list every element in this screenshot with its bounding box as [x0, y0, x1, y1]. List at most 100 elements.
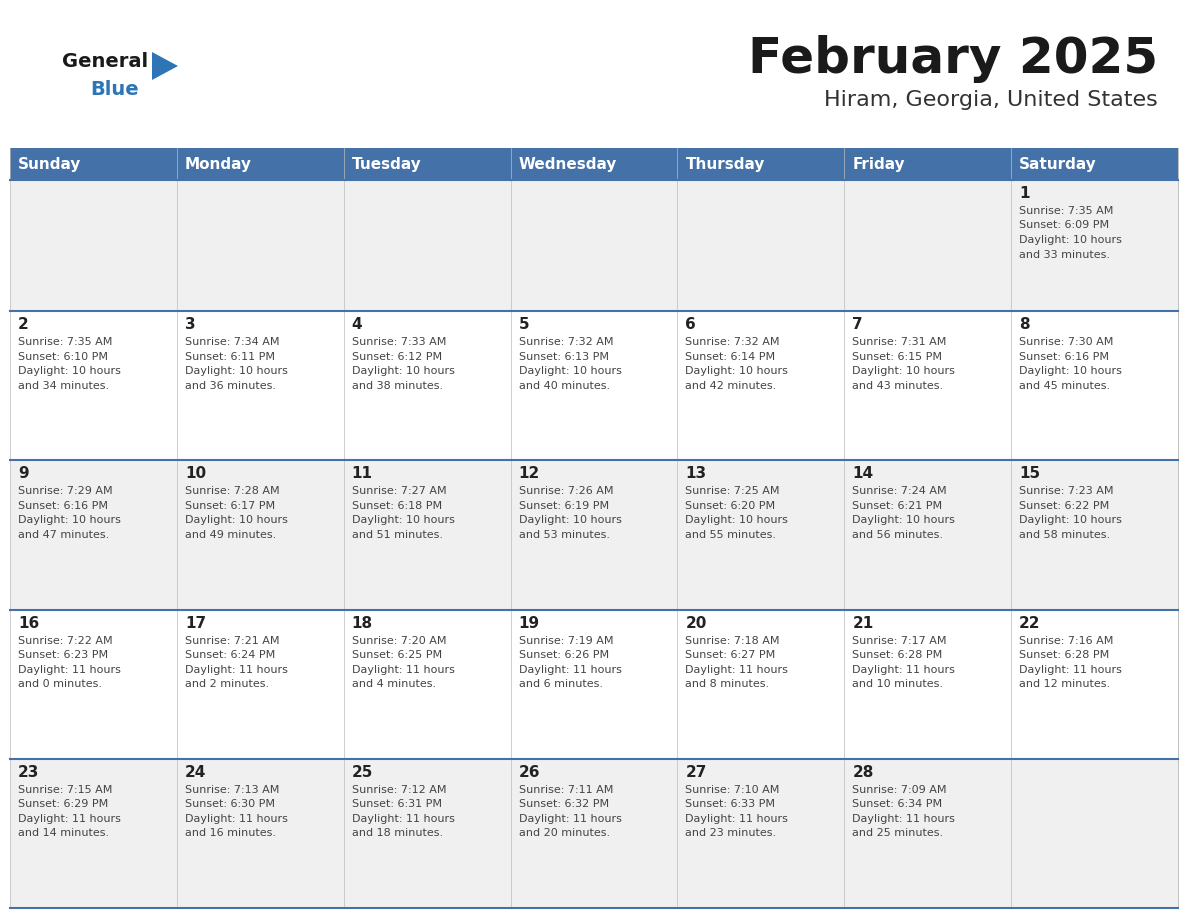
Text: 4: 4	[352, 317, 362, 332]
Text: Sunset: 6:25 PM: Sunset: 6:25 PM	[352, 650, 442, 660]
Text: Sunrise: 7:32 AM: Sunrise: 7:32 AM	[519, 337, 613, 347]
Text: Sunset: 6:21 PM: Sunset: 6:21 PM	[852, 501, 942, 510]
Text: 17: 17	[185, 616, 206, 631]
Text: 25: 25	[352, 765, 373, 779]
Text: Sunset: 6:31 PM: Sunset: 6:31 PM	[352, 800, 442, 810]
Text: Sunrise: 7:35 AM: Sunrise: 7:35 AM	[1019, 206, 1113, 216]
Text: and 25 minutes.: and 25 minutes.	[852, 828, 943, 838]
Bar	[10, 148, 177, 180]
Text: Sunrise: 7:33 AM: Sunrise: 7:33 AM	[352, 337, 446, 347]
Text: 5: 5	[519, 317, 529, 332]
Text: 2: 2	[18, 317, 29, 332]
Text: Daylight: 10 hours: Daylight: 10 hours	[852, 515, 955, 525]
Text: Daylight: 10 hours: Daylight: 10 hours	[18, 366, 121, 376]
Text: Sunset: 6:26 PM: Sunset: 6:26 PM	[519, 650, 608, 660]
Text: Sunrise: 7:25 AM: Sunrise: 7:25 AM	[685, 487, 781, 497]
Text: General: General	[62, 52, 148, 71]
Text: 18: 18	[352, 616, 373, 631]
Text: Sunset: 6:30 PM: Sunset: 6:30 PM	[185, 800, 274, 810]
Bar	[10, 460, 1178, 610]
Text: Sunset: 6:32 PM: Sunset: 6:32 PM	[519, 800, 608, 810]
Text: Daylight: 10 hours: Daylight: 10 hours	[18, 515, 121, 525]
Text: and 8 minutes.: and 8 minutes.	[685, 679, 770, 689]
Text: Sunset: 6:10 PM: Sunset: 6:10 PM	[18, 352, 108, 362]
Text: Tuesday: Tuesday	[352, 156, 422, 172]
Text: Sunrise: 7:09 AM: Sunrise: 7:09 AM	[852, 785, 947, 795]
Text: 22: 22	[1019, 616, 1041, 631]
Text: Sunset: 6:20 PM: Sunset: 6:20 PM	[685, 501, 776, 510]
Text: 27: 27	[685, 765, 707, 779]
Text: Sunset: 6:29 PM: Sunset: 6:29 PM	[18, 800, 108, 810]
Text: Sunrise: 7:13 AM: Sunrise: 7:13 AM	[185, 785, 279, 795]
Text: Daylight: 11 hours: Daylight: 11 hours	[185, 665, 287, 675]
Text: and 45 minutes.: and 45 minutes.	[1019, 381, 1111, 390]
Text: and 16 minutes.: and 16 minutes.	[185, 828, 276, 838]
Text: Daylight: 11 hours: Daylight: 11 hours	[1019, 665, 1121, 675]
Text: Sunrise: 7:34 AM: Sunrise: 7:34 AM	[185, 337, 279, 347]
Text: 9: 9	[18, 466, 29, 481]
Text: Sunrise: 7:27 AM: Sunrise: 7:27 AM	[352, 487, 447, 497]
Text: Saturday: Saturday	[1019, 156, 1097, 172]
Bar	[845, 148, 1011, 180]
Bar	[343, 148, 511, 180]
Text: 7: 7	[852, 317, 862, 332]
Text: Sunrise: 7:26 AM: Sunrise: 7:26 AM	[519, 487, 613, 497]
Text: 24: 24	[185, 765, 207, 779]
Text: Daylight: 10 hours: Daylight: 10 hours	[1019, 235, 1121, 245]
Text: Sunset: 6:28 PM: Sunset: 6:28 PM	[1019, 650, 1110, 660]
Text: Sunrise: 7:30 AM: Sunrise: 7:30 AM	[1019, 337, 1113, 347]
Text: Thursday: Thursday	[685, 156, 765, 172]
Text: Sunrise: 7:20 AM: Sunrise: 7:20 AM	[352, 635, 447, 645]
Text: Sunrise: 7:22 AM: Sunrise: 7:22 AM	[18, 635, 113, 645]
Text: Sunset: 6:11 PM: Sunset: 6:11 PM	[185, 352, 274, 362]
Text: Daylight: 10 hours: Daylight: 10 hours	[1019, 515, 1121, 525]
Text: Daylight: 11 hours: Daylight: 11 hours	[18, 813, 121, 823]
Text: Daylight: 10 hours: Daylight: 10 hours	[185, 515, 287, 525]
Polygon shape	[152, 52, 178, 80]
Text: Daylight: 10 hours: Daylight: 10 hours	[519, 515, 621, 525]
Text: and 49 minutes.: and 49 minutes.	[185, 530, 276, 540]
Text: Sunset: 6:22 PM: Sunset: 6:22 PM	[1019, 501, 1110, 510]
Text: Daylight: 10 hours: Daylight: 10 hours	[352, 366, 455, 376]
Text: 28: 28	[852, 765, 873, 779]
Text: 15: 15	[1019, 466, 1041, 481]
Bar	[10, 610, 1178, 759]
Text: Blue: Blue	[90, 80, 139, 99]
Text: Sunset: 6:16 PM: Sunset: 6:16 PM	[1019, 352, 1110, 362]
Text: and 47 minutes.: and 47 minutes.	[18, 530, 109, 540]
Text: Monday: Monday	[185, 156, 252, 172]
Text: Sunrise: 7:11 AM: Sunrise: 7:11 AM	[519, 785, 613, 795]
Text: 11: 11	[352, 466, 373, 481]
Bar	[177, 148, 343, 180]
Text: Sunrise: 7:16 AM: Sunrise: 7:16 AM	[1019, 635, 1113, 645]
Text: Sunrise: 7:12 AM: Sunrise: 7:12 AM	[352, 785, 447, 795]
Text: Daylight: 10 hours: Daylight: 10 hours	[352, 515, 455, 525]
Text: 3: 3	[185, 317, 196, 332]
Text: and 4 minutes.: and 4 minutes.	[352, 679, 436, 689]
Text: Daylight: 10 hours: Daylight: 10 hours	[1019, 366, 1121, 376]
Text: Daylight: 11 hours: Daylight: 11 hours	[352, 813, 455, 823]
Text: 8: 8	[1019, 317, 1030, 332]
Text: Daylight: 11 hours: Daylight: 11 hours	[18, 665, 121, 675]
Text: Daylight: 11 hours: Daylight: 11 hours	[685, 665, 789, 675]
Text: Sunrise: 7:19 AM: Sunrise: 7:19 AM	[519, 635, 613, 645]
Bar	[10, 759, 1178, 908]
Text: 13: 13	[685, 466, 707, 481]
Text: 1: 1	[1019, 186, 1030, 201]
Text: Daylight: 11 hours: Daylight: 11 hours	[852, 665, 955, 675]
Text: 20: 20	[685, 616, 707, 631]
Bar	[10, 311, 1178, 460]
Text: 21: 21	[852, 616, 873, 631]
Text: 14: 14	[852, 466, 873, 481]
Bar	[677, 148, 845, 180]
Text: Daylight: 11 hours: Daylight: 11 hours	[352, 665, 455, 675]
Text: Daylight: 11 hours: Daylight: 11 hours	[852, 813, 955, 823]
Text: Daylight: 11 hours: Daylight: 11 hours	[685, 813, 789, 823]
Text: and 34 minutes.: and 34 minutes.	[18, 381, 109, 390]
Text: and 18 minutes.: and 18 minutes.	[352, 828, 443, 838]
Text: Daylight: 11 hours: Daylight: 11 hours	[519, 813, 621, 823]
Text: and 14 minutes.: and 14 minutes.	[18, 828, 109, 838]
Text: Friday: Friday	[852, 156, 905, 172]
Text: Sunset: 6:27 PM: Sunset: 6:27 PM	[685, 650, 776, 660]
Text: Sunset: 6:13 PM: Sunset: 6:13 PM	[519, 352, 608, 362]
